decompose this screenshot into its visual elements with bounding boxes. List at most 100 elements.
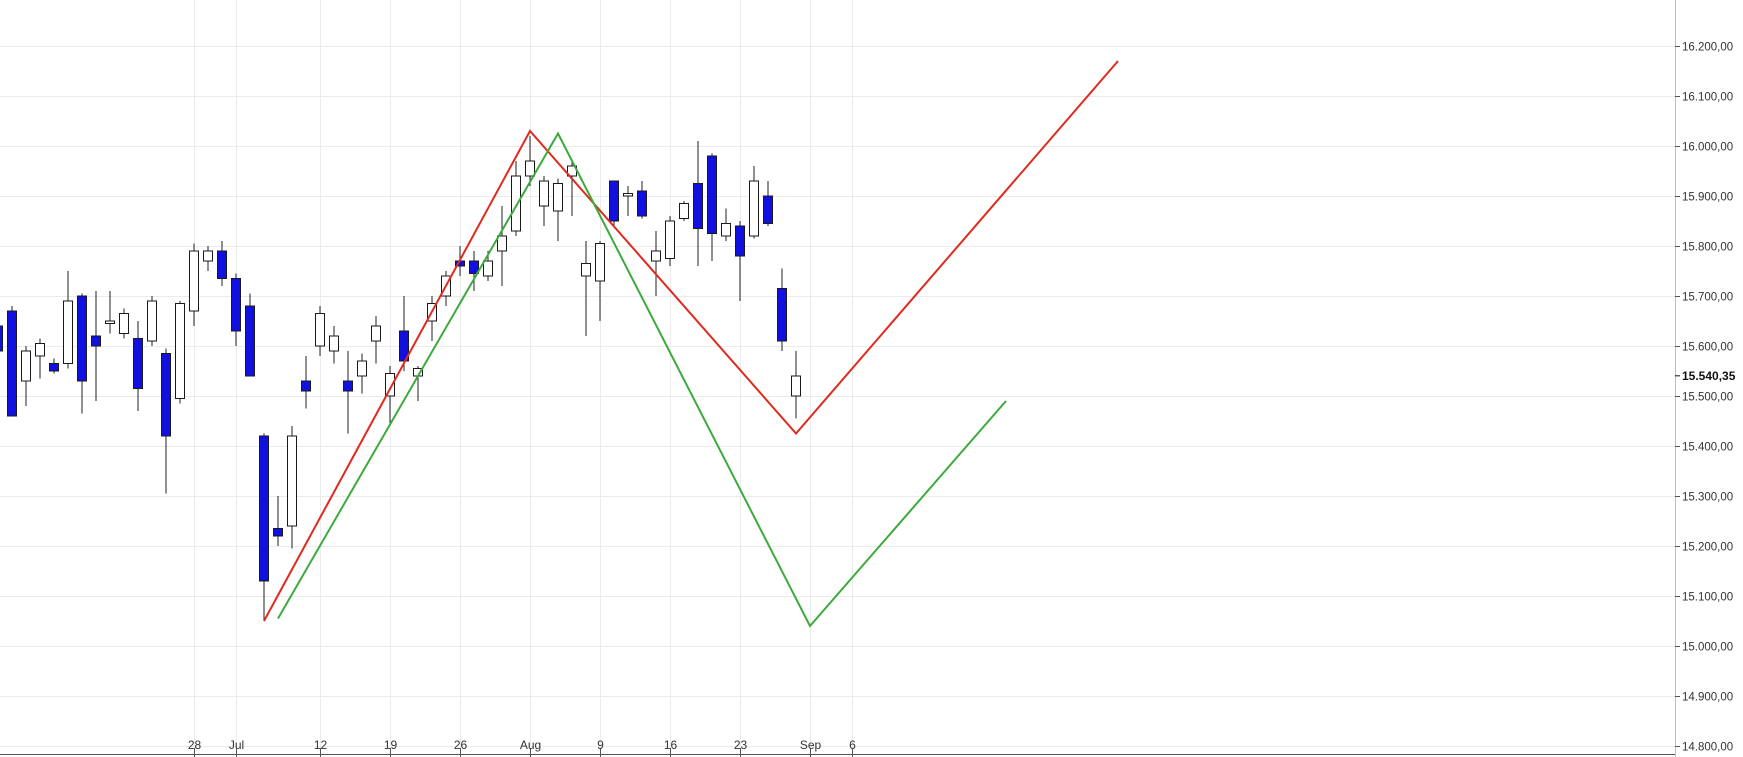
candle — [441, 271, 451, 306]
candle-body-bearish — [259, 435, 269, 582]
candle — [343, 351, 353, 434]
candle — [329, 326, 339, 364]
candle — [245, 293, 255, 377]
candle — [63, 271, 73, 369]
candle-body-bearish — [245, 305, 255, 377]
candle — [119, 308, 129, 339]
candle-body-bullish — [175, 303, 185, 399]
candle — [315, 306, 325, 356]
candle — [49, 358, 59, 374]
candle-body-bullish — [539, 180, 549, 207]
candle-body-bearish — [49, 363, 59, 372]
candle-body-bearish — [469, 260, 479, 274]
last-price-label: 15.540,35 — [1682, 369, 1736, 383]
x-tick-label: 16 — [664, 738, 678, 752]
candle — [637, 181, 647, 219]
candle — [707, 153, 717, 261]
candle-layer — [0, 136, 801, 621]
candle — [21, 346, 31, 406]
x-tick-label: 12 — [314, 738, 328, 752]
candle-body-bullish — [371, 325, 381, 342]
candle-body-bullish — [651, 250, 661, 262]
candle-body-bullish — [791, 375, 801, 397]
grid-layer — [0, 0, 1675, 754]
candle-body-bullish — [147, 300, 157, 342]
candle-body-bearish — [763, 195, 773, 224]
x-tick-label: 6 — [849, 738, 856, 752]
candle — [105, 291, 115, 334]
candle — [217, 241, 227, 286]
candle — [567, 161, 577, 216]
candle — [623, 186, 633, 216]
x-tick-label: 23 — [734, 738, 748, 752]
candle-body-bullish — [525, 160, 535, 177]
candle-body-bullish — [63, 300, 73, 364]
candle — [693, 141, 703, 266]
candle — [231, 273, 241, 346]
candle — [553, 178, 563, 241]
x-tick-label: Jul — [229, 738, 244, 752]
candle — [259, 433, 269, 621]
candle-body-bearish — [399, 330, 409, 362]
candle — [301, 356, 311, 409]
candle-body-bullish — [595, 243, 605, 282]
candle-body-bullish — [497, 235, 507, 252]
y-tick-label: 15.500,00 — [1682, 392, 1733, 404]
candle — [679, 201, 689, 221]
candle — [511, 161, 521, 236]
candle — [189, 243, 199, 326]
candle-body-bullish — [189, 250, 199, 312]
y-tick-label: 15.300,00 — [1682, 492, 1733, 504]
candle-body-bullish — [287, 435, 297, 527]
x-tick-label: 9 — [597, 738, 604, 752]
candle-body-bullish — [329, 335, 339, 352]
candle-body-bearish — [7, 310, 17, 417]
candle — [721, 208, 731, 241]
y-tick-label: 14.800,00 — [1682, 742, 1733, 754]
candle — [371, 316, 381, 364]
candle — [175, 301, 185, 404]
candle — [539, 176, 549, 226]
candle-body-bearish — [161, 353, 171, 437]
candle — [595, 241, 605, 321]
candle-body-bearish — [777, 288, 787, 342]
candle-body-bullish — [511, 175, 521, 232]
x-tick-label: 19 — [384, 738, 398, 752]
candle-body-bearish — [273, 528, 283, 537]
candle-body-bearish — [301, 380, 311, 392]
candle — [469, 251, 479, 291]
x-tick-label: 28 — [188, 738, 202, 752]
candle-body-bullish — [119, 313, 129, 334]
candle-body-bullish — [21, 350, 31, 382]
candle-body-bearish — [693, 183, 703, 229]
y-tick-label: 15.800,00 — [1682, 242, 1733, 254]
y-tick-label: 15.900,00 — [1682, 192, 1733, 204]
candle — [35, 338, 45, 379]
candle-body-bearish — [217, 250, 227, 279]
candle-body-bullish — [203, 250, 213, 262]
candle — [287, 426, 297, 549]
candle-body-bullish — [385, 373, 395, 397]
x-tick-label: Sep — [800, 738, 822, 752]
candle — [273, 496, 283, 546]
candle — [91, 291, 101, 401]
candle-body-bearish — [637, 190, 647, 217]
candle-body-bearish — [707, 155, 717, 234]
candle-body-bullish — [483, 260, 493, 277]
candle — [777, 268, 787, 351]
candle-body-bearish — [735, 225, 745, 257]
candle-body-bullish — [665, 220, 675, 259]
projection-line — [277, 131, 1007, 628]
candle — [357, 353, 367, 394]
candle — [497, 206, 507, 286]
candle-body-bearish — [231, 278, 241, 332]
candle — [665, 216, 675, 266]
y-tick-label: 15.200,00 — [1682, 542, 1733, 554]
candle-body-bearish — [343, 380, 353, 392]
candle — [161, 348, 171, 494]
candle-body-bullish — [623, 193, 633, 197]
overlay-layer — [263, 60, 1119, 628]
